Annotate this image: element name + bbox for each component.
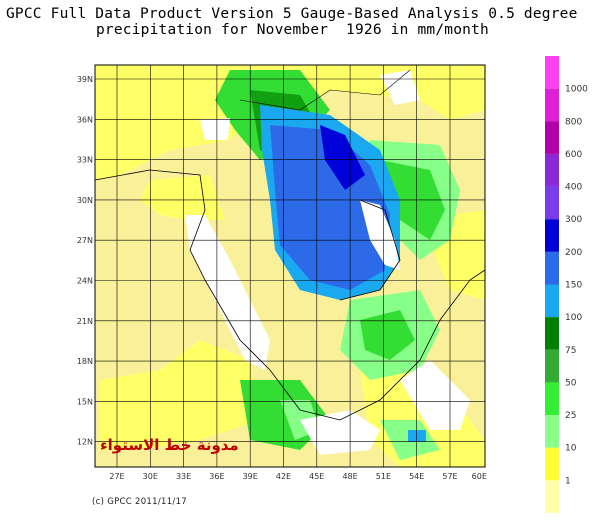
region-south-green (360, 310, 415, 360)
map-area (94, 65, 486, 467)
legend-label: 100 (565, 313, 582, 323)
lat-label: 24N (77, 277, 93, 286)
legend-label: 10 (565, 444, 577, 454)
small-white-patch (200, 118, 230, 140)
lon-label: 36E (209, 472, 224, 481)
legend-label: 1 (565, 476, 571, 486)
region-levant-yellow (140, 175, 225, 220)
legend-swatch (545, 186, 559, 220)
legend-label: 150 (565, 281, 582, 291)
coastline (94, 169, 486, 421)
lon-label: 54E (409, 472, 424, 481)
persian-gulf-white (360, 200, 400, 270)
lon-label: 42E (276, 472, 291, 481)
title-line-1: GPCC Full Data Product Version 5 Gauge-B… (6, 6, 578, 22)
gulf-of-suez-red-sea-white (185, 215, 270, 370)
legend-swatch (545, 349, 559, 383)
legend-swatch (545, 415, 559, 448)
lat-label: 33N (77, 156, 93, 165)
legend-label: 600 (565, 150, 582, 160)
legend-swatch (545, 382, 559, 416)
legend-swatch (545, 480, 559, 513)
axis-labels: 39N 36N 33N 30N 27N 24N 21N 18N 15N 12N 27E 30E 33E 3… (77, 75, 487, 481)
legend-swatch (545, 56, 559, 89)
map-grid (94, 64, 486, 468)
legend-swatch (545, 121, 559, 154)
lon-label: 39E (243, 472, 258, 481)
region-south-yellow (100, 340, 260, 450)
arabian-sea-white (400, 360, 470, 430)
lat-label: 15N (77, 397, 93, 406)
legend-swatch (545, 88, 559, 122)
credit-text: (c) GPCC 2011/11/17 (92, 497, 187, 507)
lon-label: 27E (109, 472, 124, 481)
legend-label: 1000 (565, 85, 588, 95)
lat-label: 18N (77, 357, 93, 366)
lon-label: 48E (342, 472, 357, 481)
legend-label: 800 (565, 117, 582, 127)
lat-label: 21N (77, 317, 93, 326)
legend-label: 50 (565, 378, 577, 388)
legend-swatch (545, 251, 559, 285)
lat-label: 27N (77, 236, 93, 245)
legend-label: 200 (565, 248, 582, 258)
lat-label: 12N (77, 438, 93, 447)
legend-label: 25 (565, 411, 576, 421)
lon-label: 30E (143, 472, 158, 481)
legend-swatch (545, 153, 559, 187)
legend-swatch (545, 447, 559, 481)
lon-label: 57E (442, 472, 457, 481)
lat-label: 39N (77, 75, 93, 84)
legend-label: 400 (565, 183, 582, 193)
watermark-text: مدونة خط الاستواء (100, 436, 239, 454)
border-line (239, 69, 411, 111)
lat-label: 36N (77, 115, 93, 124)
lon-label: 45E (309, 472, 324, 481)
title-line-2: precipitation for November 1926 in mm/mo… (96, 22, 489, 38)
gulf-coastline (339, 199, 401, 301)
legend-label: 300 (565, 215, 582, 225)
map-frame (94, 64, 486, 468)
map-title: GPCC Full Data Product Version 5 Gauge-B… (6, 6, 578, 38)
region-dark-blue (320, 125, 365, 190)
legend-swatch (545, 284, 559, 318)
color-legend: 1000 800 600 400 300 200 150 100 75 50 25 10 1 (545, 56, 588, 513)
lon-label: 51E (376, 472, 391, 481)
lon-label: 60E (472, 472, 487, 481)
legend-label: 75 (565, 346, 576, 356)
aden-white (300, 410, 380, 455)
legend-swatch (545, 317, 559, 350)
legend-swatch (545, 219, 559, 252)
lon-label: 33E (176, 472, 191, 481)
lat-label: 30N (77, 196, 93, 205)
